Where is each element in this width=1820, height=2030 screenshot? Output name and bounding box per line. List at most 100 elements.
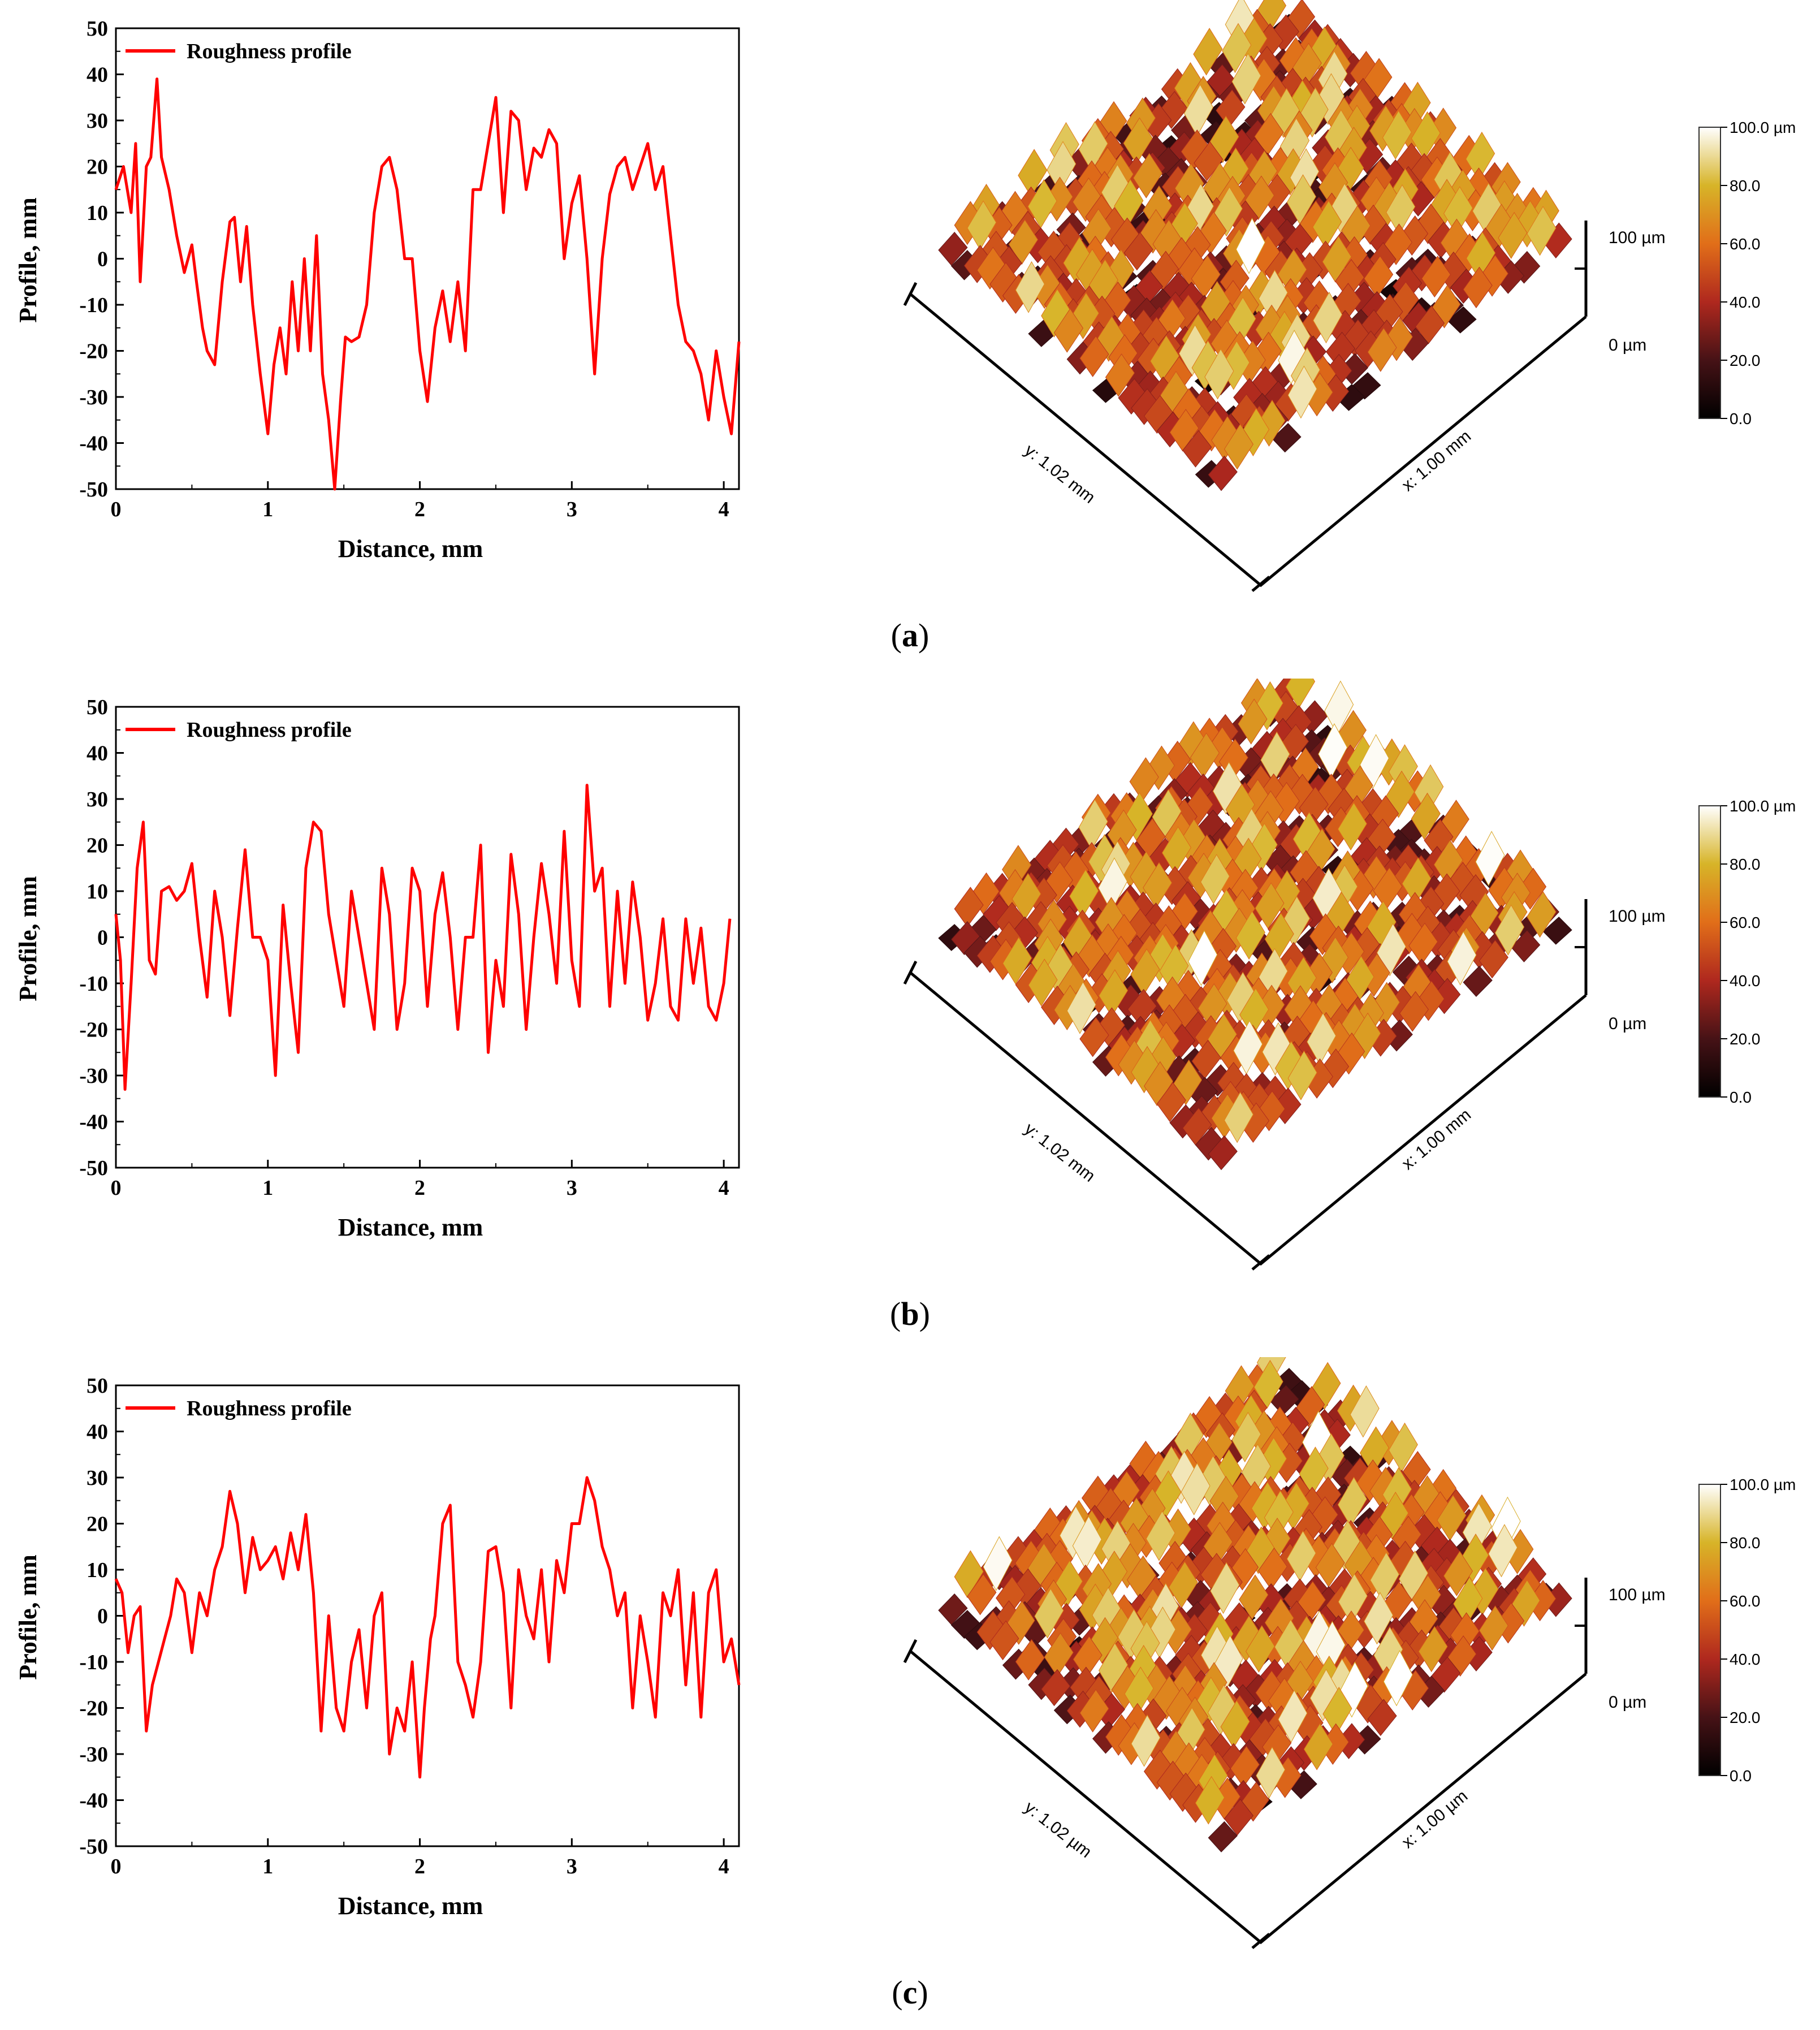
surface-facet	[1208, 1135, 1238, 1171]
surface-facet	[1447, 306, 1477, 334]
data-point	[412, 258, 413, 260]
surface-facet	[938, 231, 968, 266]
data-point	[252, 936, 253, 938]
data-point	[149, 960, 150, 961]
panel-a: 50 40 30 20 10 0 -10 -20 -30 -40 -50 0 1 2 3 4 Profile,…	[0, 0, 1820, 673]
data-point	[503, 212, 504, 213]
data-point	[199, 1592, 200, 1593]
data-point	[260, 1569, 261, 1570]
surface-facet	[1399, 991, 1429, 1032]
surface-facet	[1204, 348, 1234, 400]
data-point	[556, 1560, 557, 1561]
surface-facet	[1231, 1411, 1261, 1463]
data-point	[176, 235, 178, 236]
surface-facet	[1364, 1592, 1394, 1645]
data-point	[366, 304, 368, 305]
x-tick-label: 1	[262, 1855, 273, 1878]
surface-facet	[1118, 378, 1148, 415]
data-point	[313, 1592, 314, 1593]
data-point	[647, 143, 649, 144]
data-point	[670, 235, 671, 236]
colorbar-tick-label: 60.0	[1730, 1592, 1761, 1610]
surface-facet	[1235, 218, 1265, 274]
surface-facet	[1431, 1656, 1461, 1693]
data-point	[685, 918, 686, 919]
surface-mesh	[938, 679, 1572, 1171]
data-point	[639, 166, 641, 167]
surface-facet	[983, 895, 1013, 931]
data-point	[260, 936, 261, 938]
data-point	[275, 1075, 276, 1076]
surface-facet	[1144, 1061, 1174, 1107]
x-tick-label: 4	[719, 1176, 729, 1200]
y-tick-label: -30	[79, 386, 108, 409]
surface-facet	[1447, 931, 1477, 986]
colorbar-tick-label: 40.0	[1730, 293, 1761, 311]
surface-facet	[1253, 1359, 1283, 1409]
y-tick-label: -20	[79, 340, 108, 364]
y-tick-label: 0	[97, 926, 108, 950]
surface-facet	[1181, 1462, 1211, 1515]
data-point	[115, 189, 116, 190]
x-axis-label: Distance, mm	[338, 535, 483, 563]
surface-facet	[1443, 1550, 1473, 1596]
x-tick-label: 3	[567, 1176, 577, 1200]
data-point	[358, 936, 360, 938]
surface-facet	[1188, 930, 1218, 986]
surface-facet	[1322, 236, 1352, 283]
panel-c: 50 40 30 20 10 0 -10 -20 -30 -40 -50 0 1 2 3 4 Profile,…	[0, 1357, 1820, 2030]
surface-facet	[1143, 1750, 1174, 1790]
surface-facet	[1212, 761, 1242, 815]
y-tick-label: -50	[79, 1835, 108, 1859]
surface-facet	[1255, 882, 1285, 930]
data-point	[199, 936, 200, 938]
surface-facet	[1182, 430, 1212, 468]
surface-facet	[1224, 424, 1253, 470]
data-point	[304, 258, 305, 260]
surface-mesh	[938, 1357, 1572, 1852]
surface-facet	[1278, 1690, 1308, 1743]
colorbar-tick-label: 40.0	[1730, 972, 1761, 990]
panel-b: 50 40 30 20 10 0 -10 -20 -30 -40 -50 0 1 2 3 4 Profile,…	[0, 679, 1820, 1351]
data-point	[412, 867, 413, 869]
y-tick-label: -40	[79, 432, 108, 456]
data-point	[158, 1661, 159, 1662]
y-tick-label: 20	[87, 1513, 108, 1536]
surface-facet	[1079, 1689, 1109, 1733]
surface-facet	[1015, 261, 1045, 313]
colorbar-tick-label: 80.0	[1730, 856, 1761, 873]
x-axis-label: Distance, mm	[338, 1213, 483, 1241]
surface-facet	[1511, 930, 1541, 962]
surface-facet	[1105, 353, 1135, 397]
surface-facet	[1209, 115, 1239, 163]
surface-facet	[1527, 206, 1557, 256]
y-tick-label: -20	[79, 1697, 108, 1721]
data-point	[351, 1661, 352, 1662]
surface-facet	[1463, 965, 1493, 997]
surface-facet	[1246, 1625, 1276, 1673]
y-tick-label: 40	[87, 1420, 108, 1444]
y-tick-label: 30	[87, 1466, 108, 1490]
data-point	[647, 1661, 649, 1662]
y-axis-label: Profile, mm	[14, 197, 42, 323]
data-point	[480, 189, 481, 190]
x-tick-label: 0	[111, 1855, 122, 1878]
data-point	[609, 1569, 611, 1570]
surface-facet	[1131, 1714, 1161, 1767]
surface-facet	[1041, 1669, 1071, 1707]
x-tick-label: 1	[262, 1176, 273, 1200]
data-point	[518, 1569, 519, 1570]
colorbar-tick-label: 20.0	[1730, 1030, 1761, 1048]
data-point	[495, 960, 496, 961]
surface-facet	[1350, 1385, 1380, 1438]
data-point	[442, 1523, 443, 1524]
colorbar-tick-label: 40.0	[1730, 1651, 1761, 1668]
colorbar	[1698, 1484, 1721, 1776]
surface-facet	[1475, 831, 1505, 886]
surface-y-axis-label: y: 1.02 mm	[1021, 1120, 1099, 1186]
y-axis-end-tick	[903, 1639, 918, 1664]
data-point	[404, 258, 405, 260]
